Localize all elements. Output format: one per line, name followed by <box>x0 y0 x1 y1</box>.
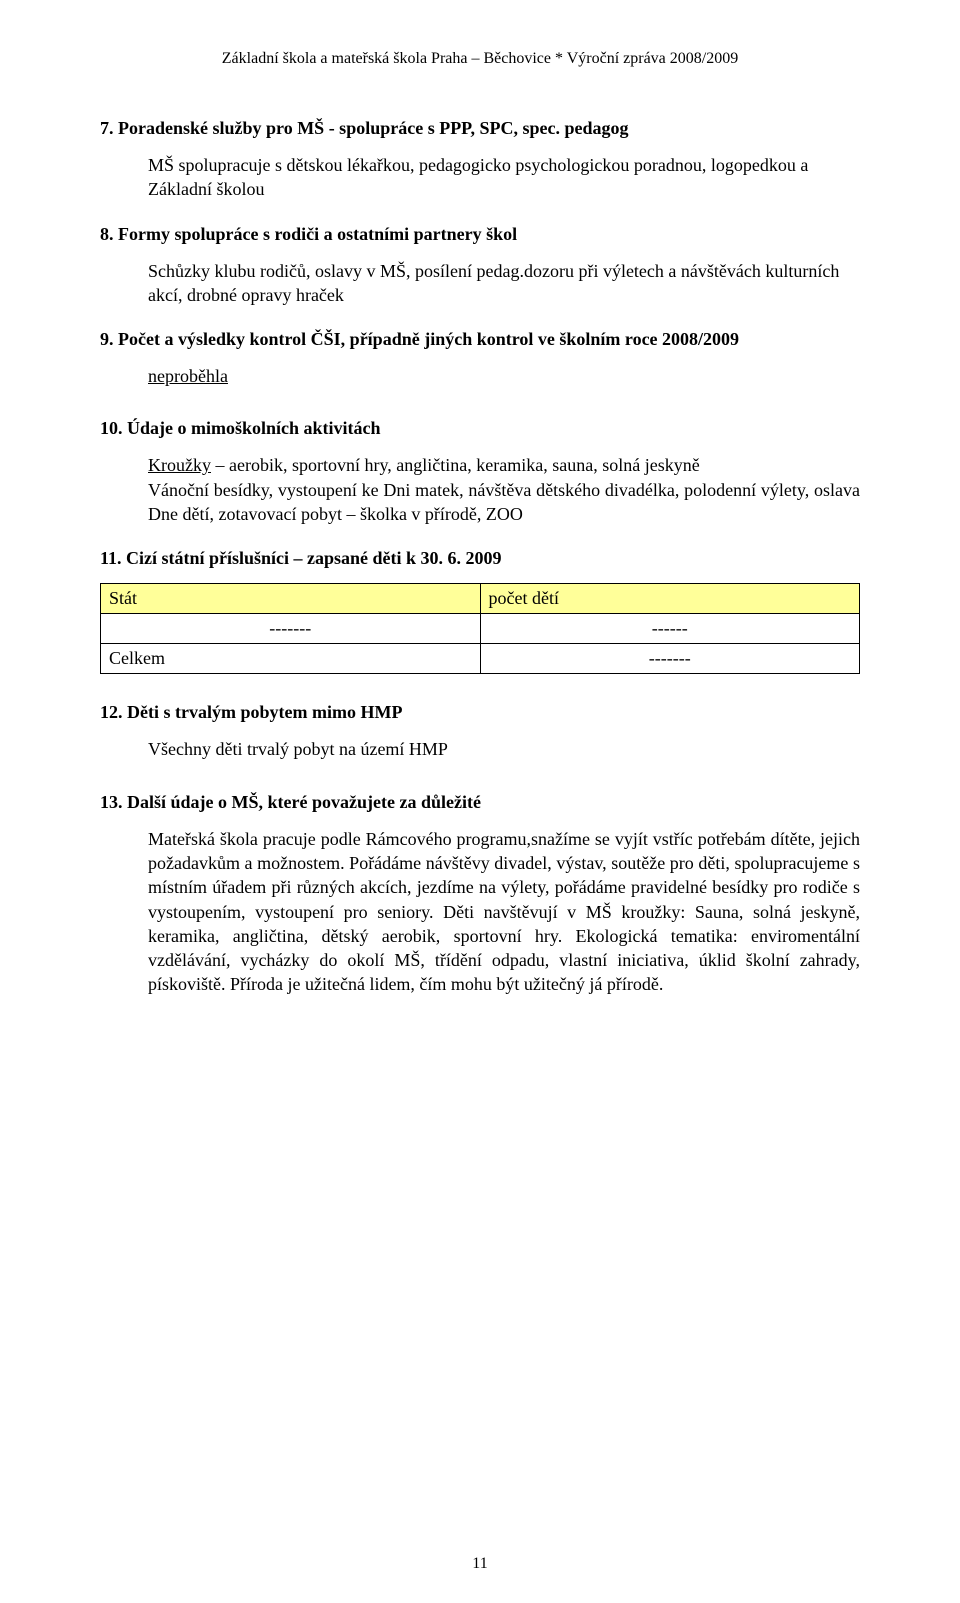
section-10-heading: 10. Údaje o mimoškolních aktivitách <box>100 418 860 439</box>
section-13-heading: 13. Další údaje o MŠ, které považujete z… <box>100 792 860 813</box>
page-header: Základní škola a mateřská škola Praha – … <box>100 50 860 68</box>
table-col-pocet: počet dětí <box>480 584 860 614</box>
table-cell-celkem: Celkem <box>101 644 481 674</box>
table-row: ------- ------ <box>101 614 860 644</box>
section-10-krouzky: Kroužky <box>148 455 211 475</box>
section-8-heading: 8. Formy spolupráce s rodiči a ostatními… <box>100 224 860 245</box>
section-7-text: MŠ spolupracuje s dětskou lékařkou, peda… <box>148 153 860 202</box>
page-number: 11 <box>0 1555 960 1573</box>
document-page: Základní škola a mateřská škola Praha – … <box>0 0 960 1603</box>
section-13-text: Mateřská škola pracuje podle Rámcového p… <box>148 827 860 997</box>
table-cell-celkem-val: ------- <box>480 644 860 674</box>
section-10-text: Kroužky – aerobik, sportovní hry, anglič… <box>148 453 860 526</box>
section-12-text: Všechny děti trvalý pobyt na území HMP <box>148 737 860 761</box>
table-header-row: Stát počet dětí <box>101 584 860 614</box>
section-9-underline: neproběhla <box>148 366 228 386</box>
table-cell-dash2: ------ <box>480 614 860 644</box>
section-7-heading: 7. Poradenské služby pro MŠ - spolupráce… <box>100 118 860 139</box>
section-10-line2: Vánoční besídky, vystoupení ke Dni matek… <box>148 480 860 524</box>
section-9-heading: 9. Počet a výsledky kontrol ČŠI, případn… <box>100 329 860 350</box>
section-9-text: neproběhla <box>148 364 860 388</box>
section-10-line1-rest: – aerobik, sportovní hry, angličtina, ke… <box>211 455 700 475</box>
table-cell-dash1: ------- <box>101 614 481 644</box>
section-12-heading: 12. Děti s trvalým pobytem mimo HMP <box>100 702 860 723</box>
table-row: Celkem ------- <box>101 644 860 674</box>
state-table: Stát počet dětí ------- ------ Celkem --… <box>100 583 860 674</box>
section-11-heading: 11. Cizí státní příslušníci – zapsané dě… <box>100 548 860 569</box>
table-col-stat: Stát <box>101 584 481 614</box>
section-8-text: Schůzky klubu rodičů, oslavy v MŠ, posíl… <box>148 259 860 308</box>
